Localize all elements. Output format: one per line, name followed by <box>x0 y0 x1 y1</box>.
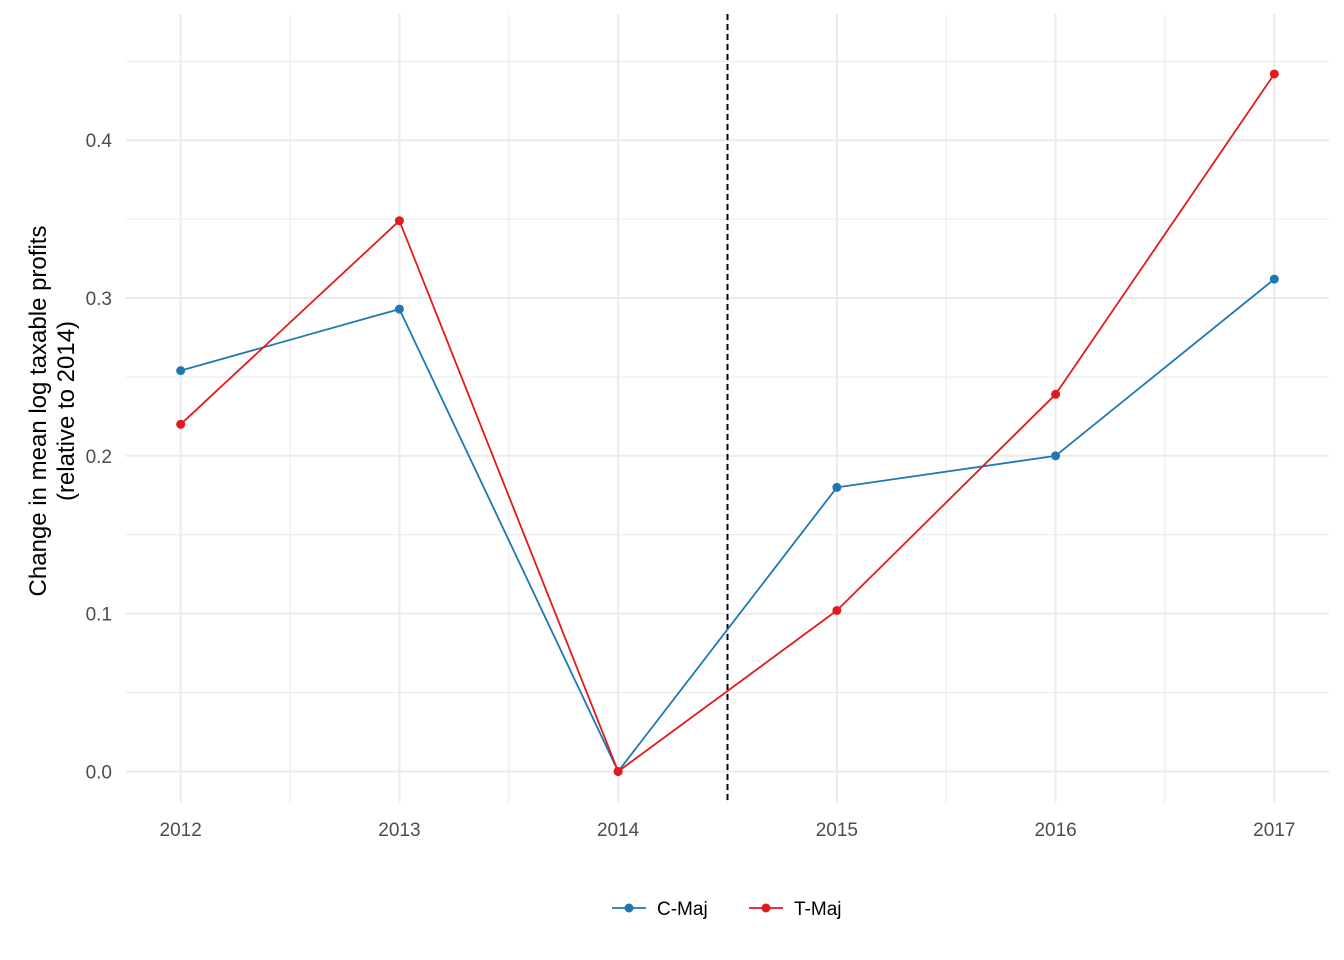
data-point-T-Maj <box>394 216 404 226</box>
y-tick-label: 0.4 <box>86 131 113 152</box>
series-line-T-Maj <box>180 73 1276 773</box>
data-point-T-Maj <box>1051 389 1061 399</box>
data-point-C-Maj <box>394 304 404 314</box>
y-tick-labels: 0.0 0.1 0.2 0.3 0.4 <box>86 131 113 783</box>
legend-key-point-C-Maj <box>624 903 634 913</box>
x-tick-label: 2017 <box>1253 820 1295 841</box>
data-point-C-Maj <box>176 366 186 376</box>
y-tick-label: 0.2 <box>86 447 112 468</box>
x-tick-label: 2013 <box>378 820 420 841</box>
x-tick-labels: 2012 2013 2014 2015 2016 2017 <box>160 820 1296 841</box>
y-tick-label: 0.0 <box>86 762 112 783</box>
y-tick-label: 0.1 <box>86 605 112 626</box>
y-tick-label: 0.3 <box>86 289 112 310</box>
legend-label-T-Maj: T-Maj <box>794 899 842 920</box>
series-layer <box>176 69 1279 776</box>
series-line-C-Maj <box>180 278 1275 773</box>
x-tick-label: 2012 <box>160 820 202 841</box>
y-axis-title-line2: (relative to 2014) <box>53 321 80 501</box>
data-point-T-Maj <box>176 419 186 429</box>
x-tick-label: 2015 <box>816 820 858 841</box>
major-gridlines <box>126 14 1329 803</box>
legend: C-Maj T-Maj <box>612 899 842 920</box>
x-tick-label: 2016 <box>1034 820 1076 841</box>
data-point-T-Maj <box>613 766 623 776</box>
data-point-T-Maj <box>832 605 842 615</box>
legend-label-C-Maj: C-Maj <box>657 899 708 920</box>
x-tick-label: 2014 <box>597 820 640 841</box>
data-point-C-Maj <box>832 482 842 492</box>
y-axis-title-line1: Change in mean log taxable profits <box>25 226 52 597</box>
data-point-T-Maj <box>1269 69 1279 79</box>
legend-key-point-T-Maj <box>761 903 771 913</box>
data-point-C-Maj <box>1051 451 1061 461</box>
data-point-C-Maj <box>1269 274 1279 284</box>
